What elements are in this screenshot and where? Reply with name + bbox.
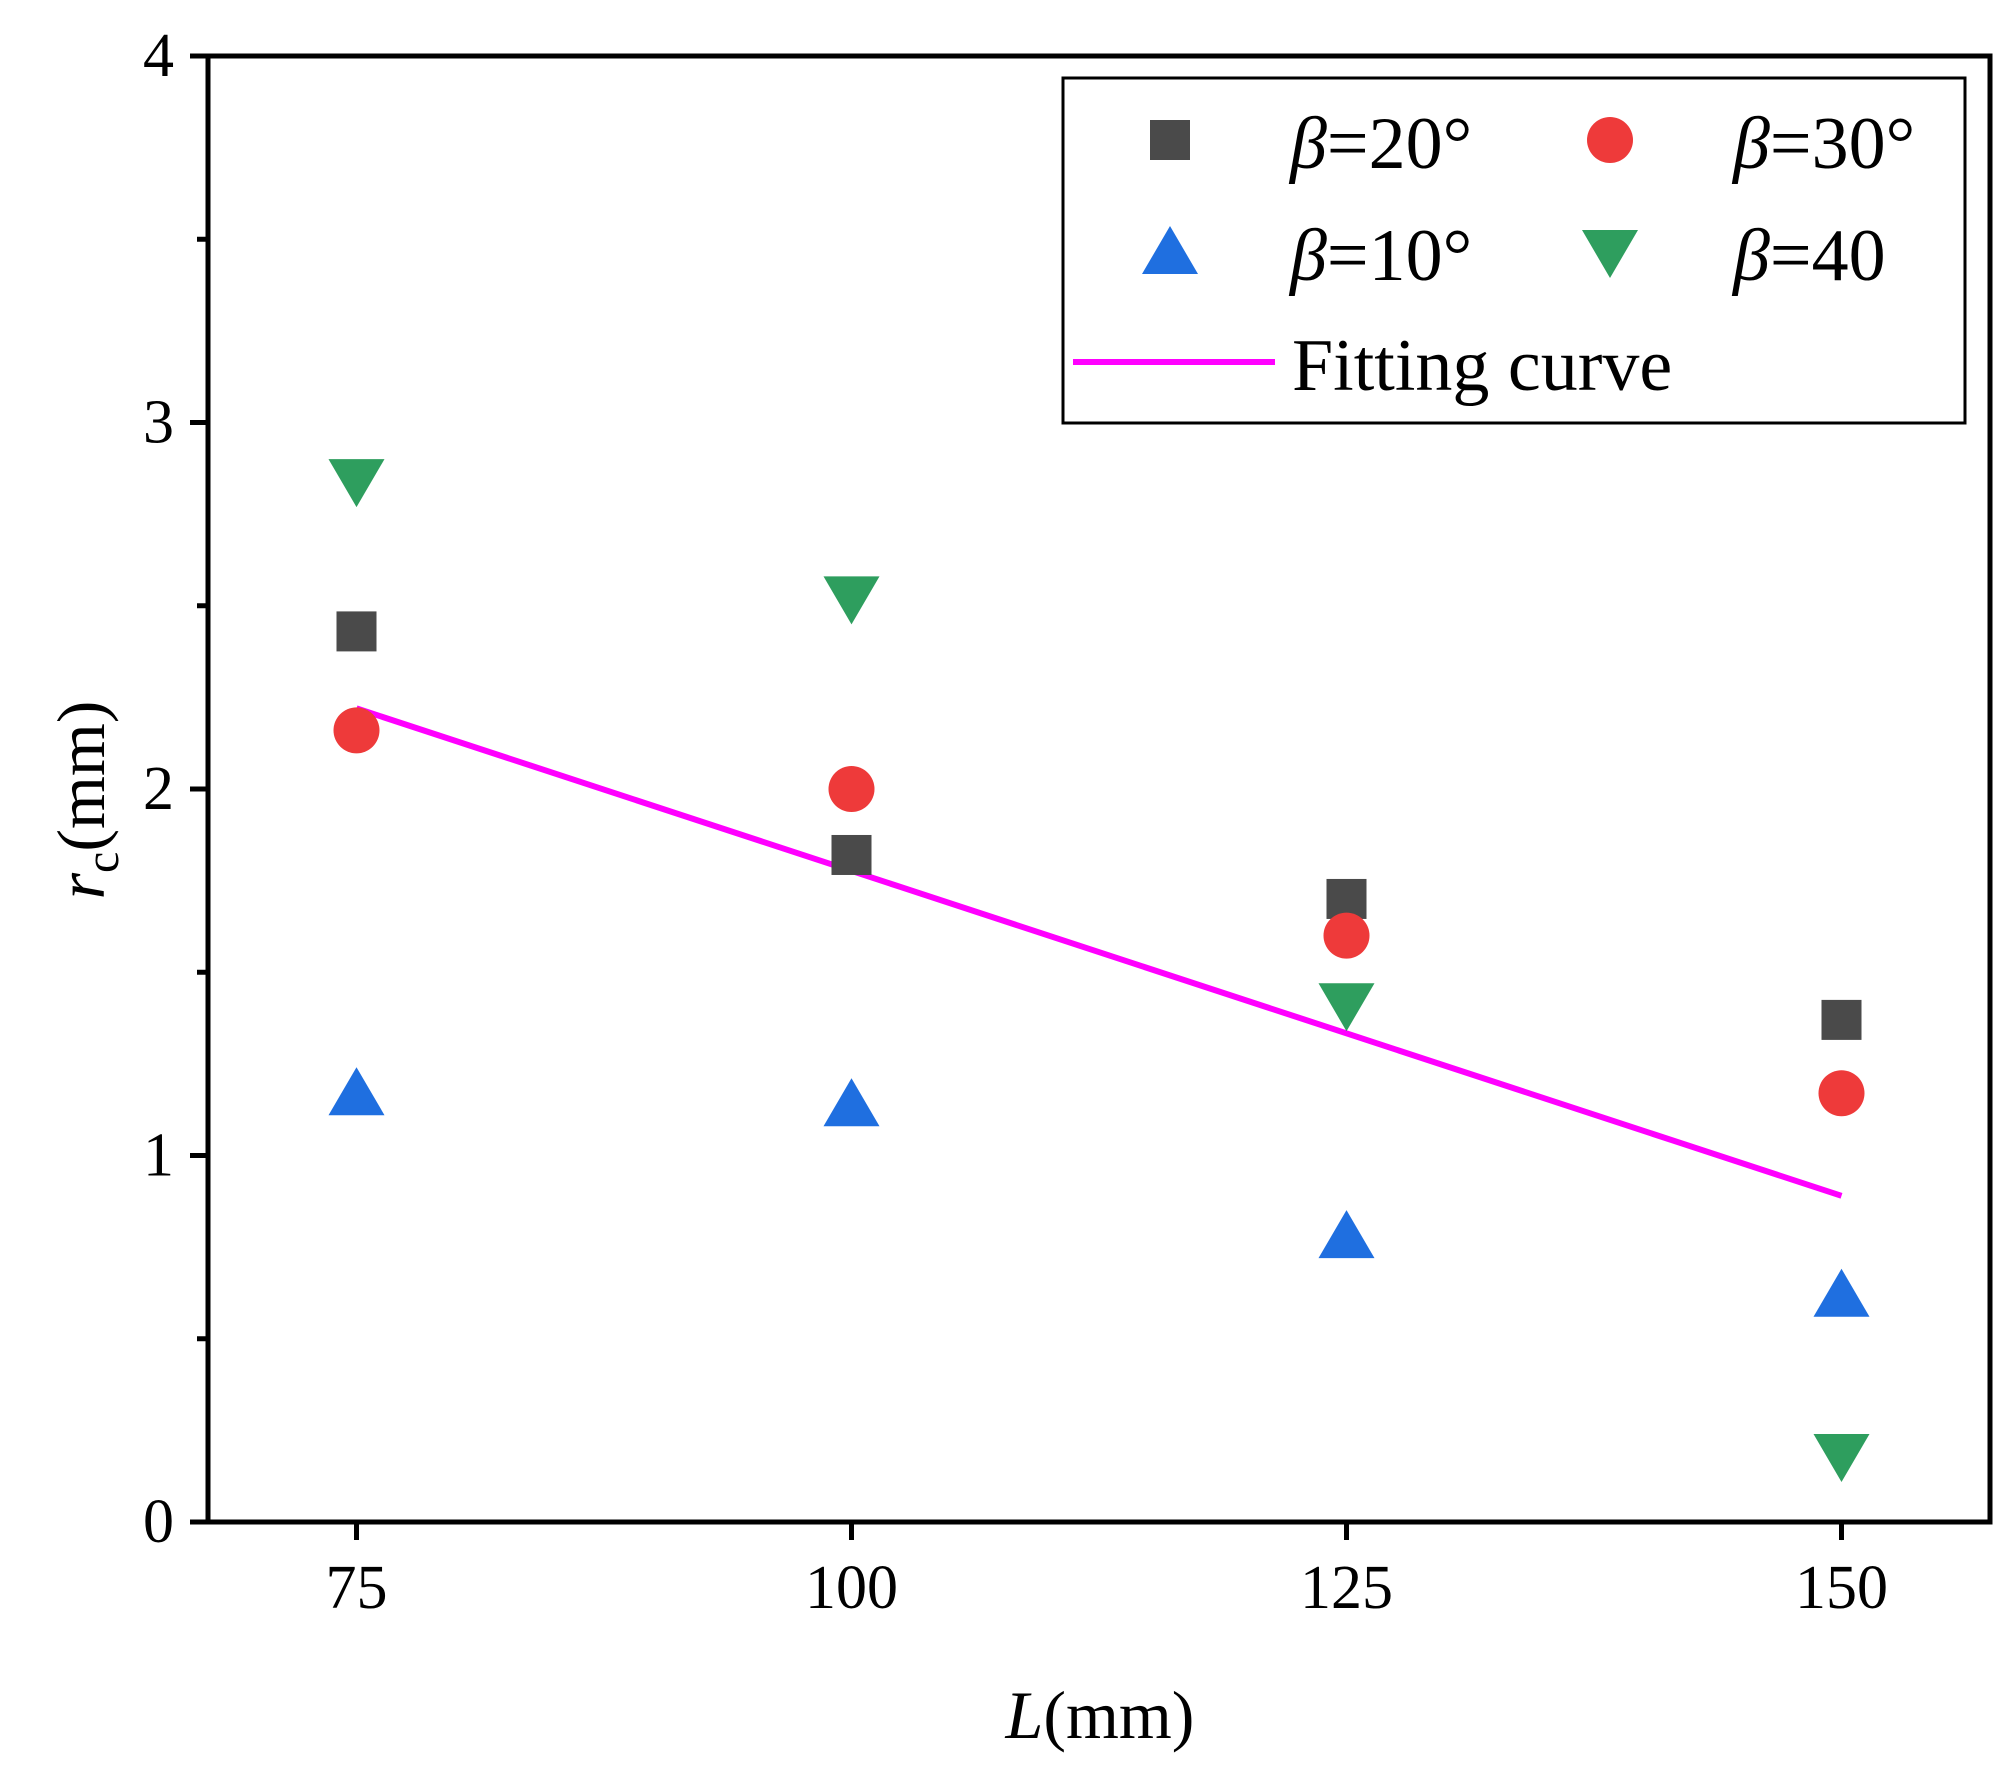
axis-ticks: 0 1 2 3 4 75 100 125 150 bbox=[143, 22, 1888, 1622]
point-square-125 bbox=[1326, 878, 1367, 919]
data-points bbox=[328, 459, 1870, 1483]
legend-label-beta-30: β=30° bbox=[1731, 103, 1915, 185]
point-triangle-down-150 bbox=[1813, 1434, 1870, 1483]
point-triangle-down-100 bbox=[823, 576, 880, 625]
legend-marker-circle bbox=[1587, 117, 1633, 163]
point-circle-75 bbox=[333, 707, 380, 754]
legend: β=20° β=30° β=10° β=40 Fitting curve bbox=[1061, 76, 1967, 425]
point-triangle-up-125 bbox=[1318, 1210, 1375, 1259]
point-circle-100 bbox=[828, 766, 875, 812]
legend-label-fitting-curve: Fitting curve bbox=[1292, 325, 1672, 407]
x-tick-label-125: 125 bbox=[1300, 1554, 1393, 1622]
point-square-100 bbox=[831, 834, 872, 875]
x-tick-label-100: 100 bbox=[805, 1554, 898, 1622]
x-axis-title: L(mm) bbox=[1005, 1677, 1195, 1753]
point-square-75 bbox=[336, 611, 377, 652]
y-axis-title: rc(mm) bbox=[43, 701, 129, 900]
point-triangle-up-100 bbox=[823, 1078, 880, 1127]
legend-label-beta-20: β=20° bbox=[1288, 103, 1472, 185]
y-tick-label-1: 1 bbox=[143, 1122, 174, 1190]
y-tick-label-0: 0 bbox=[143, 1488, 174, 1556]
fitting-curve-group bbox=[355, 705, 1843, 1199]
point-triangle-down-125 bbox=[1318, 983, 1375, 1032]
legend-box bbox=[1061, 76, 1967, 425]
point-triangle-up-150 bbox=[1813, 1268, 1870, 1317]
legend-marker-triangle-down bbox=[1582, 230, 1638, 278]
legend-markers bbox=[1142, 117, 1638, 278]
point-circle-150 bbox=[1818, 1070, 1865, 1117]
legend-label-beta-10: β=10° bbox=[1288, 215, 1472, 297]
point-circle-125 bbox=[1323, 912, 1370, 959]
x-tick-label-150: 150 bbox=[1795, 1554, 1888, 1622]
point-triangle-down-75 bbox=[328, 459, 385, 508]
point-square-150 bbox=[1821, 999, 1862, 1040]
legend-marker-square bbox=[1150, 120, 1190, 160]
legend-marker-triangle-up bbox=[1142, 226, 1198, 274]
y-tick-label-4: 4 bbox=[143, 22, 174, 90]
y-tick-label-3: 3 bbox=[143, 389, 174, 457]
legend-label-beta-40: β=40 bbox=[1731, 215, 1886, 297]
y-tick-label-2: 2 bbox=[143, 755, 174, 823]
fitting-curve-line bbox=[355, 705, 1843, 1199]
point-triangle-up-75 bbox=[328, 1067, 385, 1116]
x-tick-label-75: 75 bbox=[326, 1554, 388, 1622]
